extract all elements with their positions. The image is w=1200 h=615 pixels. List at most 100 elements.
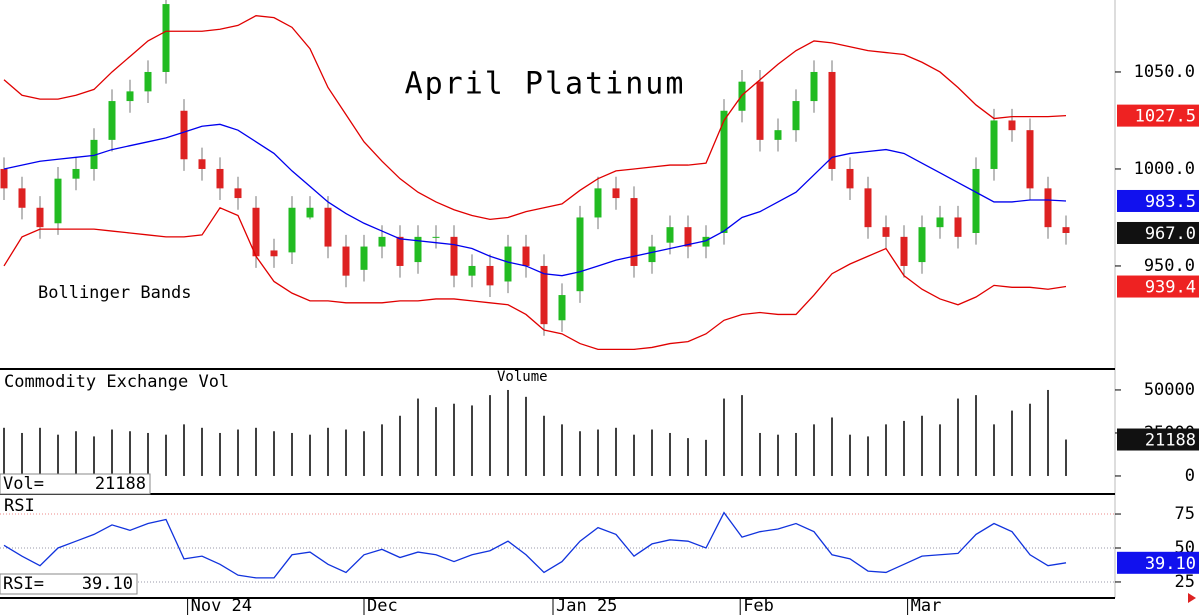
candle-body	[378, 236, 386, 247]
candle-body	[1026, 130, 1034, 189]
value-marker	[1117, 275, 1199, 298]
candle-body	[1044, 188, 1052, 228]
candle-body	[288, 207, 296, 253]
candle-body	[900, 236, 908, 266]
candle-body	[216, 168, 224, 189]
candle-body	[666, 227, 674, 243]
y-tick-label: 25	[1175, 572, 1195, 592]
candle-body	[648, 246, 656, 263]
y-tick-label: 1050.0	[1134, 62, 1195, 82]
candle-body	[468, 265, 476, 276]
candle-body	[612, 188, 620, 199]
readout-label: Vol=	[3, 474, 44, 494]
panel-title: Commodity Exchange Vol	[4, 372, 229, 392]
x-tick-label: Dec	[367, 596, 398, 615]
candle-body	[918, 227, 926, 263]
candle-body	[0, 168, 8, 189]
candle-body	[954, 217, 962, 237]
annotation: Bollinger Bands	[38, 283, 192, 303]
candle-body	[810, 71, 818, 102]
candle-body	[144, 71, 152, 92]
candle-body	[486, 265, 494, 286]
value-marker-label: 983.5	[1145, 192, 1196, 212]
y-tick-label: 950.0	[1144, 256, 1195, 276]
rsi-line	[3, 511, 1067, 579]
candle-body	[342, 246, 350, 276]
candle-body	[90, 139, 98, 169]
candle-body	[324, 207, 332, 247]
candle-body	[864, 188, 872, 228]
candle-body	[108, 101, 116, 140]
candle-body	[198, 159, 206, 169]
candle-body	[36, 207, 44, 228]
readout-box	[0, 473, 151, 495]
candle-body	[432, 236, 440, 238]
candle-body	[684, 227, 692, 247]
candle-body	[522, 246, 530, 266]
chart-title: April Platinum	[405, 67, 686, 102]
value-marker-label: 939.4	[1145, 278, 1196, 298]
candle-body	[180, 110, 188, 160]
candle-body	[450, 236, 458, 276]
candle-body	[414, 236, 422, 263]
scroll-arrow[interactable]	[1188, 593, 1196, 603]
y-tick-label: 50000	[1144, 380, 1195, 400]
candle-body	[990, 120, 998, 169]
panel-subtitle: Volume	[497, 369, 548, 385]
value-marker	[1117, 104, 1199, 127]
y-tick-label: 75	[1175, 504, 1195, 524]
candle-body	[396, 236, 404, 266]
candle-body	[306, 207, 314, 218]
value-marker-label: 967.0	[1145, 224, 1196, 244]
value-marker-label: 1027.5	[1135, 107, 1196, 127]
y-tick-label: 0	[1185, 466, 1195, 486]
x-tick-label: Feb	[743, 596, 774, 615]
candle-body	[972, 168, 980, 233]
readout-label: RSI=	[3, 574, 44, 594]
candle-body	[54, 178, 62, 224]
candle-body	[1062, 227, 1070, 233]
candle-body	[1008, 120, 1016, 131]
candle-body	[756, 81, 764, 140]
candle-body	[792, 101, 800, 131]
candle-body	[720, 110, 728, 233]
candle-body	[540, 265, 548, 325]
readout-value: 21188	[95, 474, 146, 494]
band-line	[3, 15, 1067, 221]
value-marker	[1117, 221, 1199, 244]
candle-body	[828, 71, 836, 169]
candle-body	[774, 130, 782, 140]
candle-body	[702, 236, 710, 247]
candle-body	[72, 168, 80, 179]
value-marker	[1117, 551, 1199, 574]
x-tick-label: Nov 24	[191, 596, 252, 615]
value-marker	[1117, 189, 1199, 212]
candle-body	[594, 188, 602, 218]
candle-body	[252, 207, 260, 257]
candle-body	[936, 217, 944, 228]
candle-body	[504, 246, 512, 282]
candle-body	[360, 246, 368, 270]
x-tick-label: Mar	[911, 596, 942, 615]
candle-body	[846, 168, 854, 189]
candle-body	[270, 250, 278, 257]
band-line	[3, 206, 1067, 351]
panel-title: RSI	[4, 496, 35, 516]
value-marker-label: 21188	[1145, 431, 1196, 451]
candle-body	[882, 227, 890, 237]
value-marker	[1117, 428, 1199, 451]
band-line	[3, 123, 1067, 277]
readout-value: 39.10	[82, 574, 133, 594]
y-tick-label: 1000.0	[1134, 159, 1195, 179]
candle-body	[234, 188, 242, 199]
candle-body	[126, 91, 134, 102]
candle-body	[630, 198, 638, 266]
candle-body	[18, 188, 26, 208]
candle-body	[576, 217, 584, 292]
candle-body	[162, 4, 170, 72]
readout-box	[0, 573, 138, 595]
value-marker-label: 39.10	[1145, 554, 1196, 574]
candle-body	[558, 295, 566, 321]
